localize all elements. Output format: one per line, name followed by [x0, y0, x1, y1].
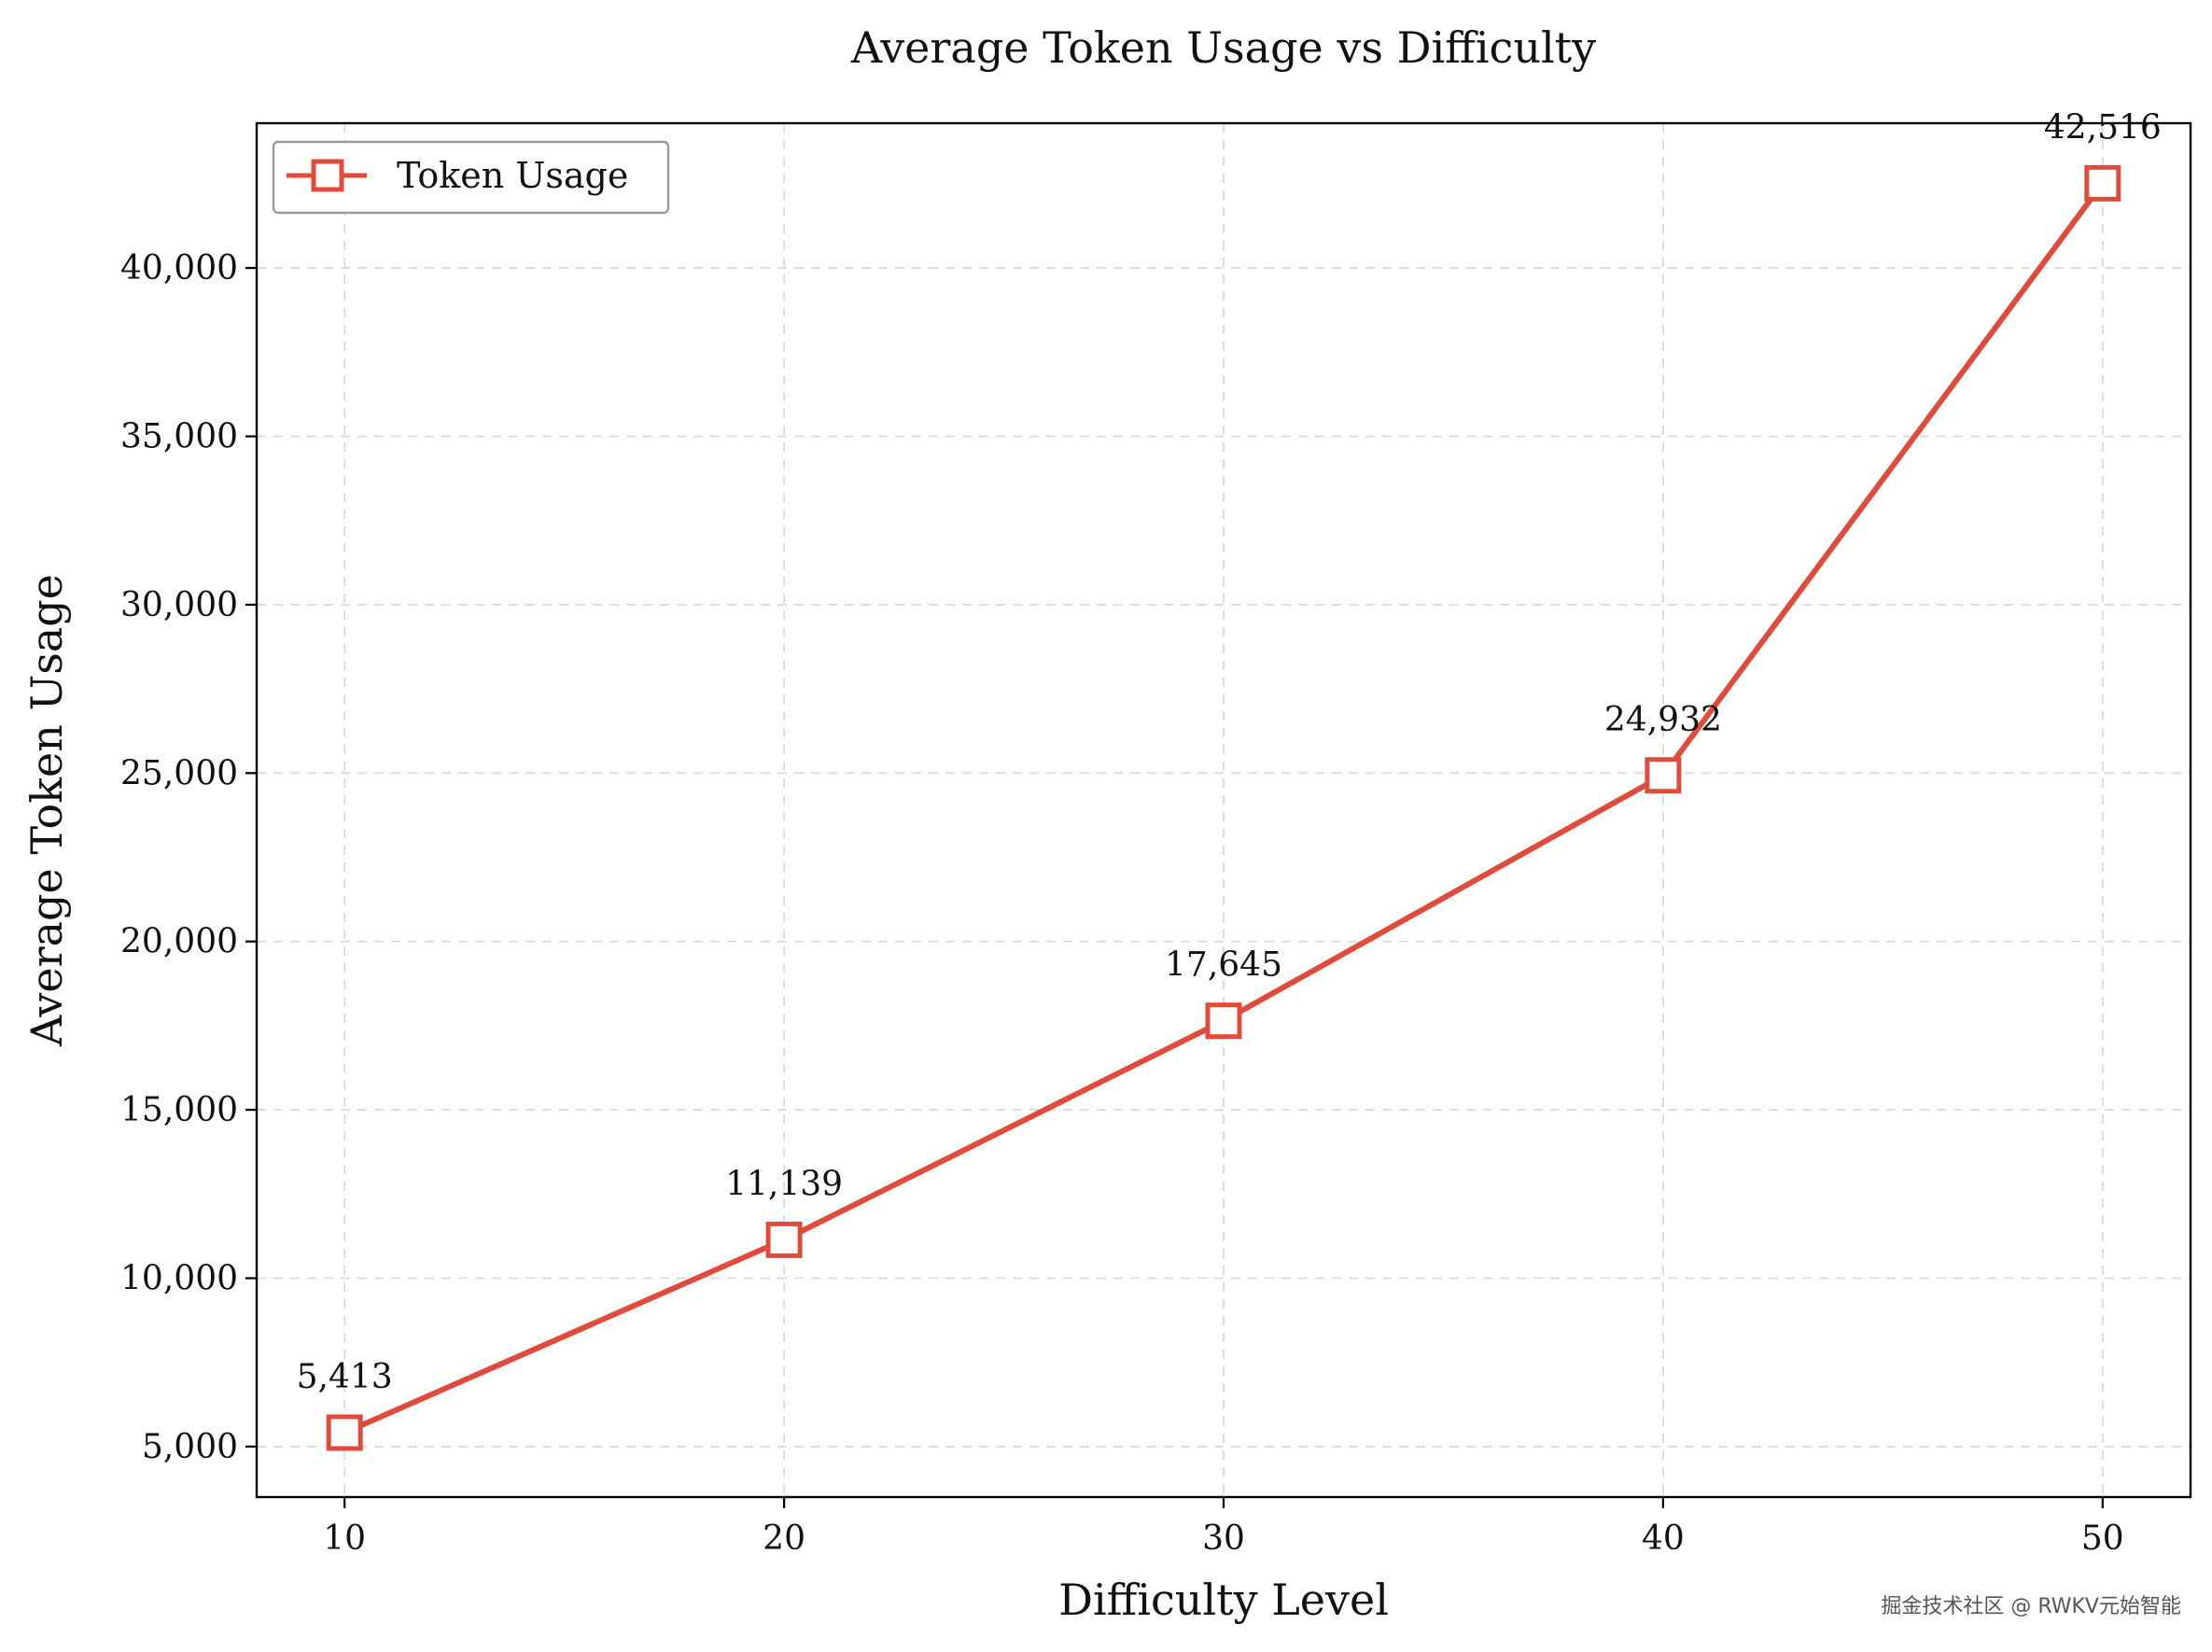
legend-square-marker: [311, 159, 344, 192]
data-value-label: 5,413: [297, 1358, 393, 1396]
x-tick-label: 10: [323, 1519, 366, 1558]
y-tick-label: 25,000: [120, 754, 238, 792]
x-tick-label: 20: [763, 1519, 805, 1558]
plot-frame: [255, 121, 2192, 1499]
y-tick-label: 30,000: [120, 586, 238, 624]
x-tick-label: 40: [1642, 1519, 1685, 1558]
data-point-marker: [1205, 1002, 1242, 1040]
y-tick-label: 10,000: [120, 1259, 238, 1297]
data-point-marker: [1645, 757, 1682, 794]
y-axis-label: Average Token Usage: [21, 574, 72, 1047]
x-axis-label: Difficulty Level: [1058, 1575, 1389, 1625]
y-tick-label: 40,000: [120, 249, 238, 287]
legend-box: [272, 140, 670, 215]
data-value-label: 24,932: [1604, 701, 1722, 739]
y-tick-label: 35,000: [120, 418, 238, 456]
y-tick-label: 5,000: [142, 1428, 238, 1466]
data-point-marker: [765, 1221, 803, 1258]
x-tick-label: 30: [1202, 1519, 1245, 1558]
y-tick-label: 20,000: [120, 923, 238, 961]
data-point-marker: [2084, 164, 2121, 202]
axis-ticks: 10 20 30 40 50 5,000 10,000 15,000 20,000 25,000 3…: [120, 249, 2124, 1558]
legend: Token Usage: [272, 140, 670, 215]
series-line-token-usage: [343, 181, 2106, 1435]
y-tick-label: 15,000: [120, 1091, 238, 1129]
data-value-label: 11,139: [725, 1165, 843, 1203]
series-layer: 5,413 11,139 17,645 24,932 42,516: [297, 108, 2162, 1451]
x-tick-label: 50: [2081, 1519, 2124, 1558]
legend-label: Token Usage: [397, 155, 628, 196]
data-value-label: 17,645: [1165, 946, 1282, 985]
watermark: 掘金技术社区 @ RWKV元始智能: [1881, 1595, 2181, 1618]
data-point-marker: [326, 1414, 363, 1451]
data-value-label: 42,516: [2044, 108, 2162, 147]
chart-title: Average Token Usage vs Difficulty: [850, 22, 1596, 73]
grid-lines: [257, 123, 2191, 1497]
